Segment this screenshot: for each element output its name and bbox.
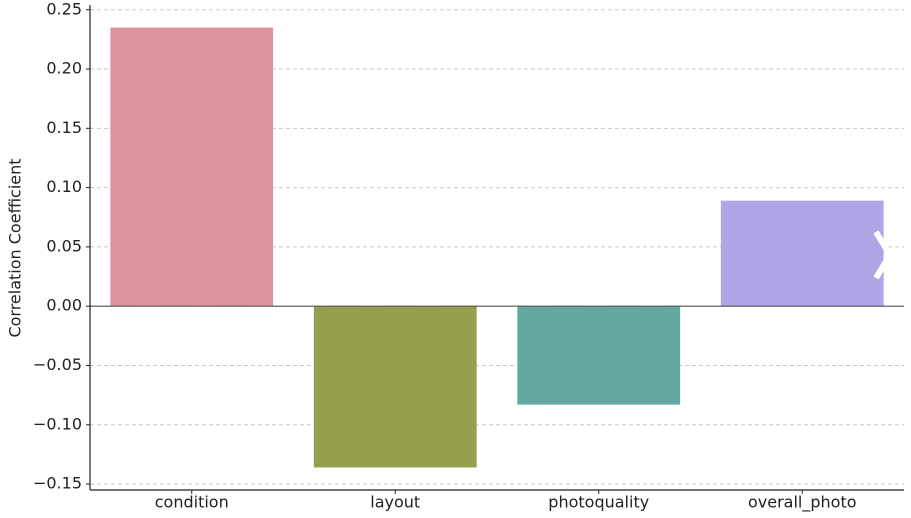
x-tick-label: layout	[370, 493, 420, 512]
bar	[110, 27, 274, 307]
next-arrow-icon[interactable]	[873, 230, 894, 280]
y-tick-label: −0.10	[33, 414, 82, 433]
bar	[720, 200, 884, 307]
y-tick-label: 0.25	[46, 0, 82, 18]
bar	[313, 306, 477, 468]
x-tick-label: overall_photo	[748, 493, 857, 513]
y-tick-label: 0.15	[46, 118, 82, 137]
x-tick-label: condition	[155, 493, 229, 512]
y-tick-label: 0.00	[46, 296, 82, 315]
x-tick-label: photoquality	[548, 493, 649, 512]
y-tick-label: −0.05	[33, 355, 82, 374]
bar	[517, 306, 681, 405]
y-tick-label: −0.15	[33, 474, 82, 493]
y-axis-label: Correlation Coefficient	[6, 158, 25, 337]
y-tick-label: 0.10	[46, 177, 82, 196]
y-tick-label: 0.20	[46, 59, 82, 78]
y-tick-label: 0.05	[46, 236, 82, 255]
